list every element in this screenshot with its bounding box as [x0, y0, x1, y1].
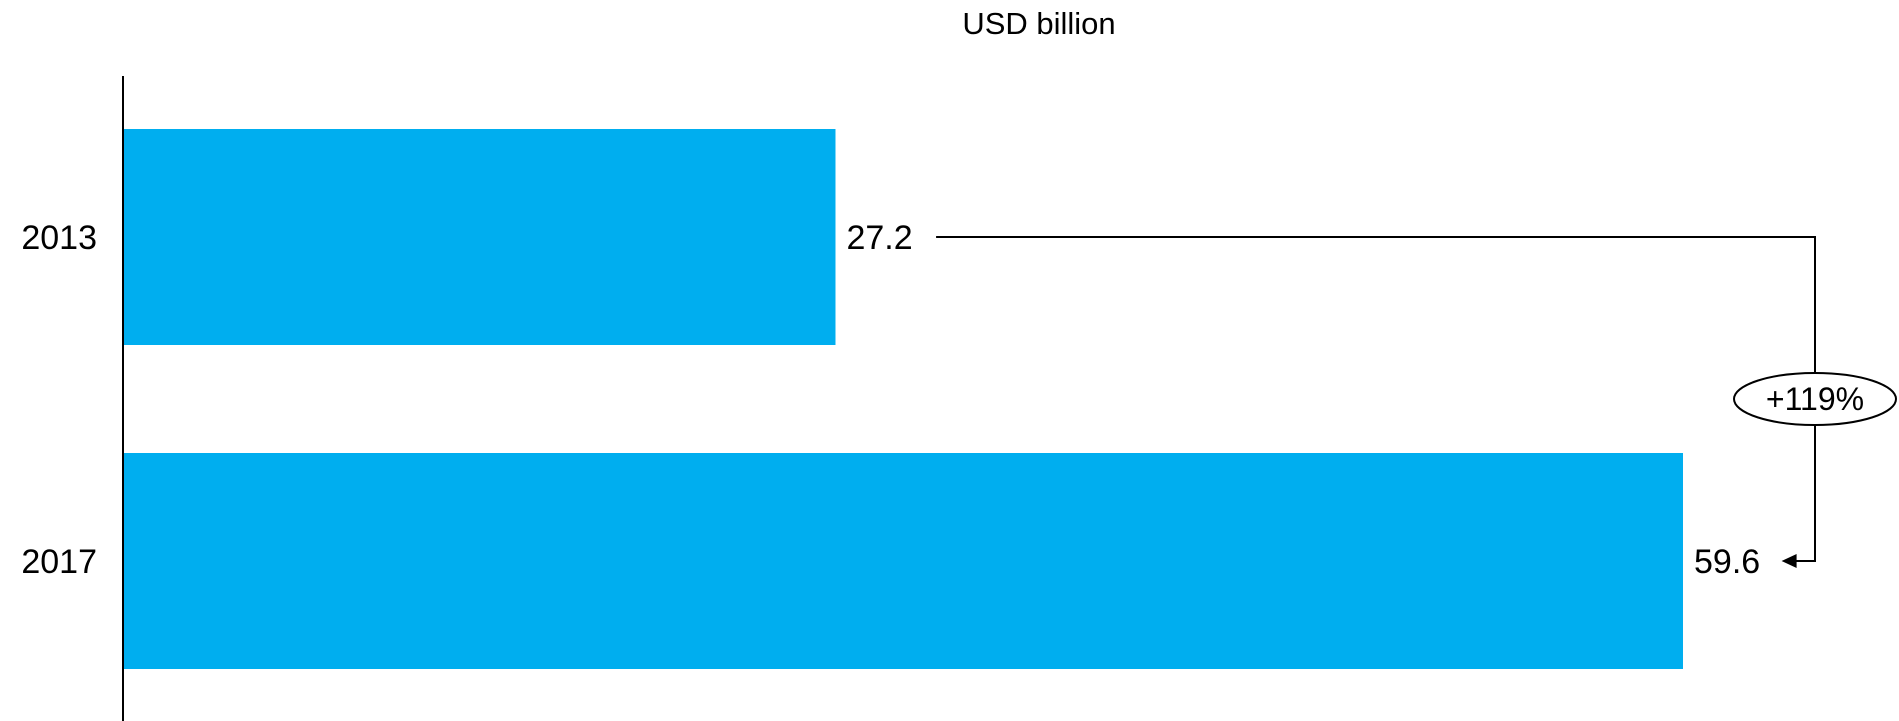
change-badge-label: +119%: [1766, 381, 1864, 417]
change-annotation: +119%: [936, 236, 1897, 568]
category-label-2013: 2013: [21, 219, 97, 257]
change-connector-upper: [936, 236, 1816, 373]
value-label-2017: 59.6: [1694, 543, 1760, 581]
change-badge: [1733, 372, 1897, 426]
change-arrowhead: [1781, 554, 1797, 568]
bars-layer: 2013 27.2 2017 59.6: [21, 129, 1760, 669]
bar-2017: [124, 453, 1683, 669]
bar-2013: [124, 129, 836, 345]
value-label-2013: 27.2: [846, 219, 912, 257]
change-connector-lower: [1793, 425, 1816, 562]
category-label-2017: 2017: [21, 543, 97, 581]
unit-label: USD billion: [962, 6, 1115, 41]
